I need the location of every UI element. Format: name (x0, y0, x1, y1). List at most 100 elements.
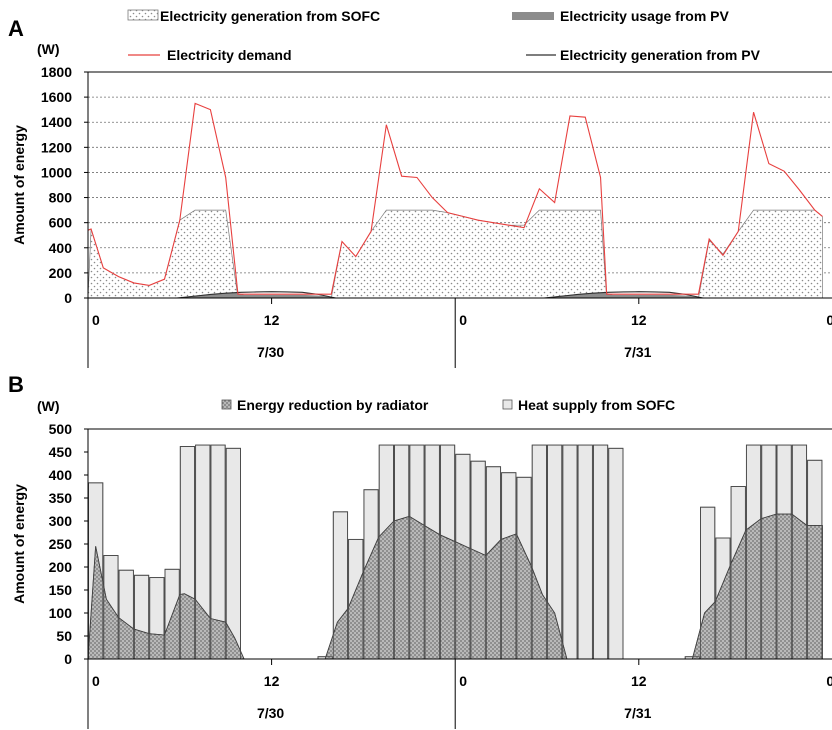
x-tick-label: 0 (92, 673, 100, 689)
bar-outline (149, 577, 165, 659)
y-tick-label: 100 (49, 605, 73, 621)
bar-outline (593, 444, 609, 659)
x-tick-label: 0 (826, 673, 832, 689)
unit-label-a: (W) (37, 41, 60, 57)
series-red-line (88, 102, 823, 295)
bar-outline (547, 444, 563, 659)
legend-label-radiator: Energy reduction by radiator (237, 397, 429, 413)
day-label: 7/30 (257, 344, 284, 360)
bar-outline (807, 459, 823, 659)
y-tick-label: 1600 (41, 89, 72, 105)
legend-item-pv-generation: Electricity generation from PV (526, 47, 761, 63)
bar-outline (179, 446, 196, 659)
day-label: 7/31 (624, 705, 651, 721)
bar (608, 447, 624, 659)
legend-label-pv-generation: Electricity generation from PV (560, 47, 761, 63)
bar-outline (730, 486, 746, 659)
legend-item-heat-supply: Heat supply from SOFC (502, 397, 675, 413)
bar-outline (195, 444, 211, 659)
bar-outline (470, 460, 486, 659)
panel-letter-b: B (8, 372, 24, 397)
legend-b: Energy reduction by radiator Heat supply… (221, 397, 675, 413)
x-tick-label: 0 (459, 673, 467, 689)
bar-outline (485, 466, 501, 659)
x-tick-label: 12 (631, 312, 647, 328)
bar-outline (225, 447, 241, 659)
legend-label-heat-supply: Heat supply from SOFC (518, 397, 675, 413)
series-radiator-overlay (88, 513, 823, 659)
series-group (88, 444, 823, 659)
y-tick-label: 400 (49, 240, 73, 256)
bar-outline (363, 489, 379, 659)
y-tick-label: 1400 (41, 114, 72, 130)
bar-outline (317, 656, 333, 659)
y-axis-label-b: Amount of energy (11, 484, 27, 604)
y-tick-label: 200 (49, 265, 73, 281)
legend-item-sofc-generation: Electricity generation from SOFC (127, 8, 380, 24)
bar-outline (608, 447, 624, 659)
y-tick-label: 150 (49, 582, 73, 598)
legend-label-demand: Electricity demand (167, 47, 292, 63)
y-tick-label: 0 (64, 651, 72, 667)
y-axis-label-a: Amount of energy (11, 125, 27, 245)
y-tick-label: 200 (49, 559, 73, 575)
y-tick-label: 400 (49, 467, 73, 483)
y-tick-label: 350 (49, 490, 73, 506)
legend-item-demand: Electricity demand (128, 47, 292, 63)
bar (577, 444, 593, 659)
legend-label-pv-usage: Electricity usage from PV (560, 8, 730, 24)
x-tick-label: 12 (264, 673, 280, 689)
plot-area-a: 0 200 400 600 800 1000 1200 1400 1600 1800 0 12 0 12 0… (41, 64, 832, 368)
day-label: 7/30 (257, 705, 284, 721)
series-gray-area (88, 292, 823, 298)
bar (562, 444, 578, 659)
bar-outline (378, 444, 394, 659)
y-tick-label: 250 (49, 536, 73, 552)
bar-outline (501, 472, 517, 659)
legend-item-pv-usage: Electricity usage from PV (512, 8, 730, 24)
y-tick-label: 450 (49, 444, 73, 460)
y-tick-label: 1200 (41, 139, 72, 155)
x-tick-label: 12 (631, 673, 647, 689)
y-tick-label: 600 (49, 215, 73, 231)
day-label: 7/31 (624, 344, 651, 360)
bar-outline (439, 444, 456, 659)
legend-swatch-gray (512, 12, 554, 20)
plot-area-b: 0 50 100 150 200 250 300 350 400 450 500 0 12 0 12 0 7/3… (49, 421, 832, 729)
bar-outline (562, 444, 578, 659)
bar-outline (791, 444, 807, 659)
bar-outline (210, 444, 226, 659)
bar-outline (577, 444, 593, 659)
bar-outline (776, 444, 792, 659)
bar-outline (531, 444, 547, 659)
y-tick-label: 0 (64, 290, 72, 306)
legend-item-radiator: Energy reduction by radiator (221, 397, 429, 413)
x-tick-label: 0 (826, 312, 832, 328)
y-tick-label: 1800 (41, 64, 72, 80)
legend-swatch-dotted (127, 9, 159, 21)
x-tick-label: 0 (459, 312, 467, 328)
bar-outline (394, 444, 410, 659)
y-tick-label: 800 (49, 190, 73, 206)
bar-outline (348, 539, 364, 659)
x-tick-label: 0 (92, 312, 100, 328)
y-tick-label: 300 (49, 513, 73, 529)
unit-label-b: (W) (37, 398, 60, 414)
bar-outline (715, 537, 731, 659)
series-dotted-area (88, 209, 823, 298)
bar-outline (746, 444, 762, 659)
y-tick-label: 50 (56, 628, 72, 644)
series-group (88, 102, 823, 298)
bar-outline (103, 555, 119, 659)
legend-a: Electricity generation from SOFC Electri… (127, 8, 761, 63)
bar-outline (409, 444, 425, 659)
bar-outline (761, 444, 777, 659)
bar-outline (133, 574, 150, 659)
bar (592, 444, 609, 659)
x-tick-label: 12 (264, 312, 280, 328)
y-tick-label: 1000 (41, 164, 72, 180)
series-black-line (88, 291, 823, 298)
panel-letter-a: A (8, 16, 24, 41)
legend-swatch-light-bar (502, 399, 513, 410)
